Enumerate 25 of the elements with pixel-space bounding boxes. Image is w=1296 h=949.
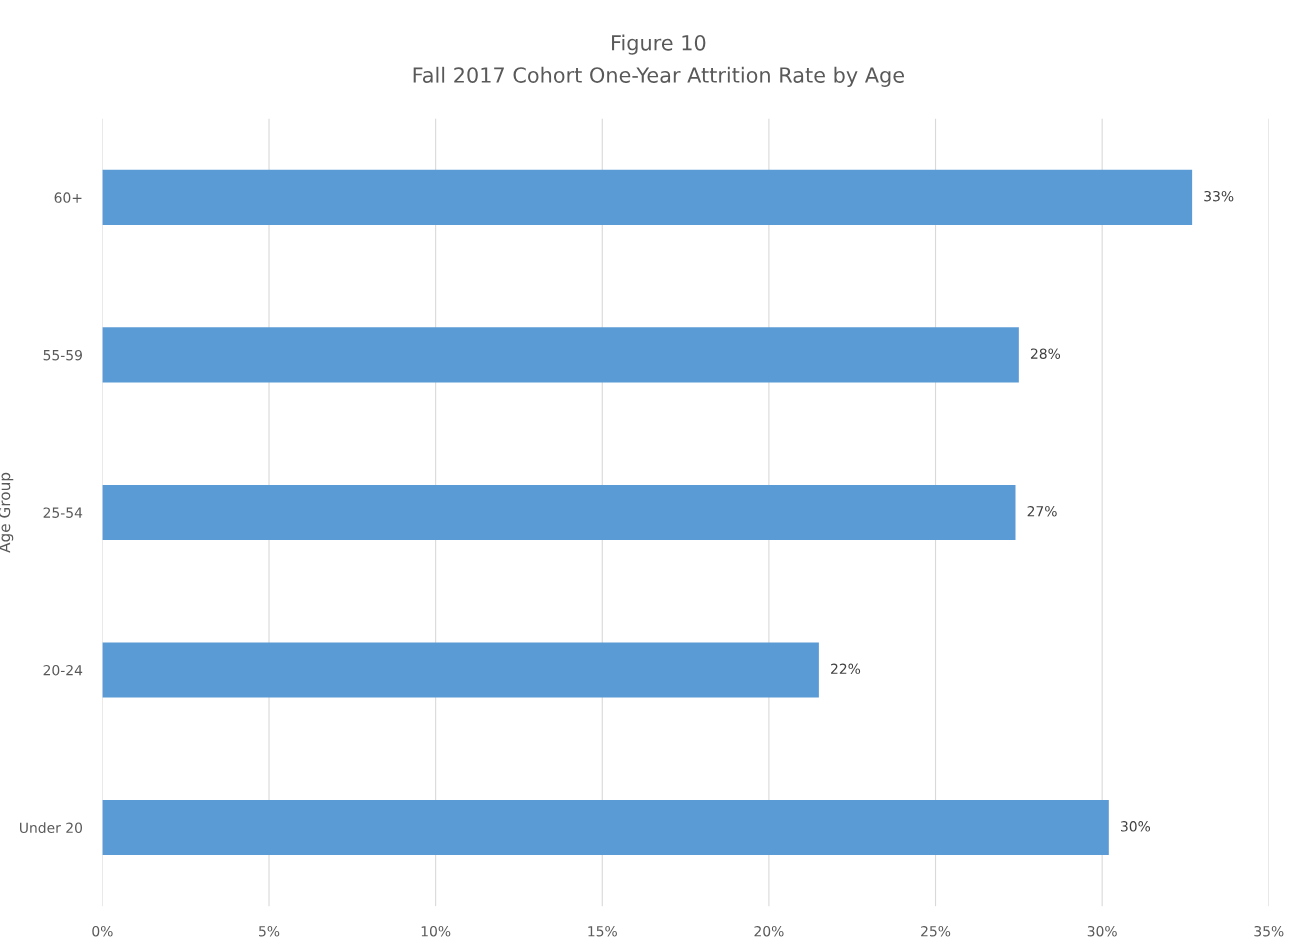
x-tick-label: 20% bbox=[754, 925, 784, 937]
x-tick-label: 25% bbox=[921, 925, 951, 937]
data-label: 30% bbox=[1120, 821, 1151, 832]
bar bbox=[102, 799, 1109, 856]
bar bbox=[102, 484, 1016, 541]
bar bbox=[102, 169, 1193, 225]
data-label: 27% bbox=[1027, 505, 1057, 517]
y-tick-label: 60+ bbox=[54, 192, 82, 203]
y-tick-label: 25-54 bbox=[43, 507, 83, 518]
y-tick-label: 55-59 bbox=[43, 349, 82, 361]
x-tick-label: 30% bbox=[1087, 925, 1117, 937]
chart-subtitle: Fall 2017 Cohort One-Year Attrition Rate by Age bbox=[413, 66, 904, 87]
x-tick-label: 10% bbox=[421, 925, 451, 937]
bar bbox=[102, 642, 819, 698]
data-label: 28% bbox=[1030, 348, 1061, 359]
chart-title: Figure 10 bbox=[612, 34, 706, 55]
x-tick-label: 15% bbox=[588, 925, 617, 937]
bar bbox=[102, 327, 1019, 383]
y-tick-label: 20-24 bbox=[43, 664, 83, 676]
x-tick-label: 5% bbox=[259, 925, 280, 937]
y-tick-label: Under 20 bbox=[20, 822, 83, 833]
data-label: 22% bbox=[831, 663, 861, 675]
data-label: 33% bbox=[1204, 190, 1234, 202]
x-tick-label: 35% bbox=[1254, 925, 1284, 937]
x-tick-label: 0% bbox=[92, 925, 113, 937]
